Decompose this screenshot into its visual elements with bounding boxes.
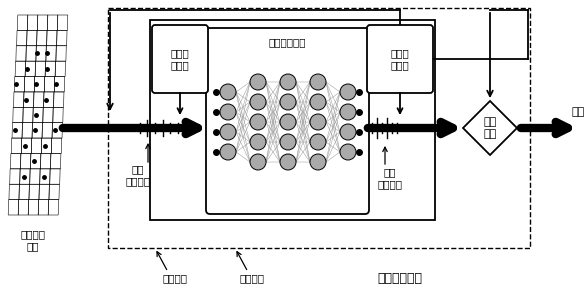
Circle shape xyxy=(250,94,266,110)
Circle shape xyxy=(310,154,326,170)
FancyBboxPatch shape xyxy=(152,25,208,93)
Text: 片外决策: 片外决策 xyxy=(163,273,187,283)
Polygon shape xyxy=(463,101,517,155)
Circle shape xyxy=(340,104,356,120)
Circle shape xyxy=(250,134,266,150)
Text: 片内决策: 片内决策 xyxy=(239,273,265,283)
Circle shape xyxy=(310,94,326,110)
Circle shape xyxy=(310,74,326,90)
Text: 事件成像
装置: 事件成像 装置 xyxy=(21,229,46,251)
Circle shape xyxy=(220,84,236,100)
Circle shape xyxy=(250,154,266,170)
Text: 第二计
数模块: 第二计 数模块 xyxy=(390,48,409,70)
Circle shape xyxy=(250,74,266,90)
Text: 输出
脉冲事件: 输出 脉冲事件 xyxy=(377,167,403,189)
Circle shape xyxy=(340,124,356,140)
Text: 决策
模块: 决策 模块 xyxy=(483,117,497,139)
Circle shape xyxy=(280,134,296,150)
Circle shape xyxy=(220,124,236,140)
Circle shape xyxy=(280,154,296,170)
FancyBboxPatch shape xyxy=(206,28,369,214)
Text: 输出: 输出 xyxy=(571,107,585,117)
Circle shape xyxy=(310,114,326,130)
Text: 第一计
数模块: 第一计 数模块 xyxy=(171,48,190,70)
FancyBboxPatch shape xyxy=(367,25,433,93)
Circle shape xyxy=(280,114,296,130)
Circle shape xyxy=(220,144,236,160)
Circle shape xyxy=(340,144,356,160)
Circle shape xyxy=(280,94,296,110)
Text: 脉冲神经网络: 脉冲神经网络 xyxy=(269,37,306,47)
Circle shape xyxy=(220,104,236,120)
Text: 输入
脉冲事件: 输入 脉冲事件 xyxy=(126,164,150,186)
Circle shape xyxy=(310,134,326,150)
Circle shape xyxy=(250,114,266,130)
Text: 神经拟态芯片: 神经拟态芯片 xyxy=(377,271,423,284)
Circle shape xyxy=(340,84,356,100)
Circle shape xyxy=(280,74,296,90)
